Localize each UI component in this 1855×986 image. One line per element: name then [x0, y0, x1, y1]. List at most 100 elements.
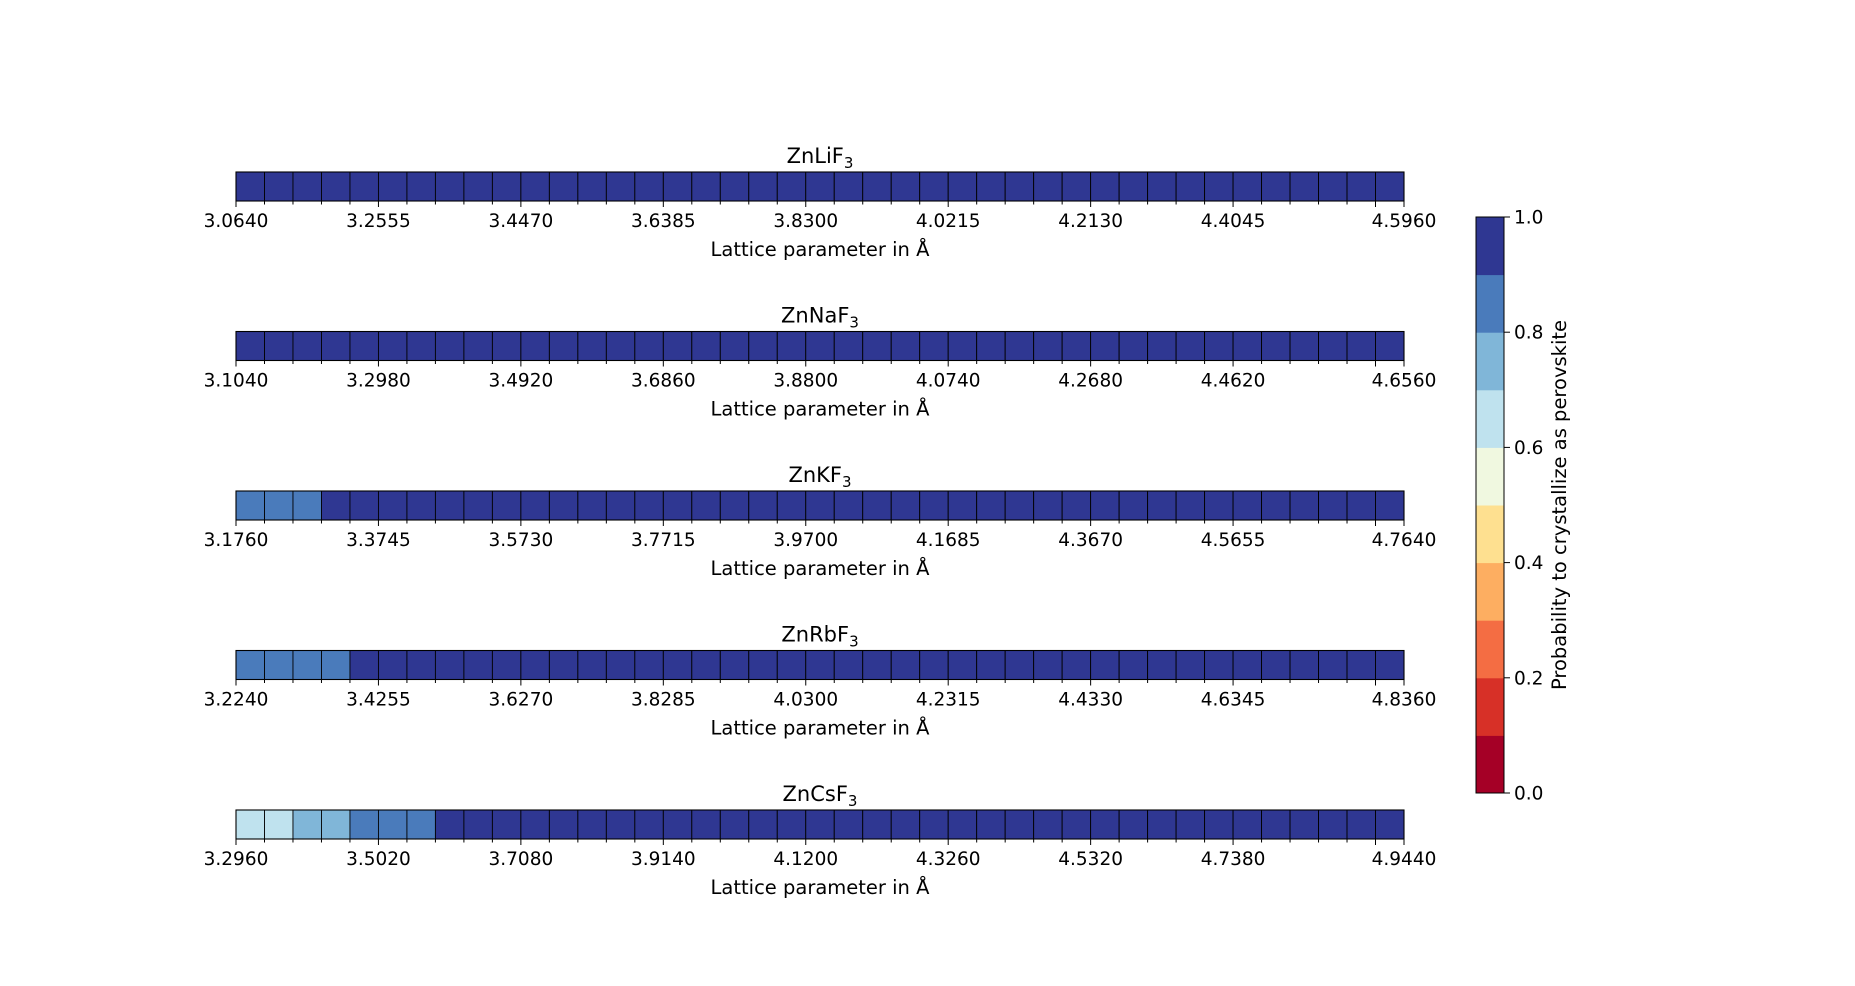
panel-title-subscript: 3	[849, 314, 859, 332]
heatmap-cell	[605, 171, 636, 202]
heatmap-cell	[264, 331, 294, 361]
colorbar-segment	[1476, 735, 1504, 794]
panel-title: ZnKF3	[788, 463, 851, 491]
heatmap-cell	[833, 171, 864, 202]
heatmap-cell	[548, 650, 579, 680]
heatmap-cell	[719, 490, 750, 521]
heatmap-cell	[377, 171, 408, 202]
heatmap-cell	[1118, 171, 1149, 202]
heatmap-cell	[292, 331, 322, 361]
heatmap-cell	[1004, 490, 1035, 521]
heatmap-cell	[264, 490, 294, 521]
heatmap-cell	[634, 331, 664, 361]
tick-label: 3.9700	[773, 530, 838, 551]
heatmap-cell	[548, 331, 579, 361]
panel-znkf3: ZnKF3 3.1760 3.3745 3.5730 3.7715 3.9700 4.168…	[204, 463, 1437, 580]
heatmap-cell	[1289, 809, 1319, 840]
heatmap-cell	[1175, 171, 1206, 202]
panel-title: ZnCsF3	[783, 782, 858, 810]
tick-label: 4.5655	[1201, 530, 1266, 551]
heatmap-cell	[520, 490, 550, 521]
colorbar-label: Probability to crystallize as perovskite	[1548, 320, 1571, 690]
heatmap-cell	[349, 809, 379, 840]
colorbar-tick-label: 0.8	[1514, 323, 1543, 344]
heatmap-cell	[605, 809, 636, 840]
heatmap-cell	[719, 331, 750, 361]
heatmap-cell	[491, 809, 522, 840]
heatmap-cell	[719, 809, 750, 840]
heatmap-cell	[1346, 171, 1376, 202]
heatmap-cell	[577, 331, 607, 361]
heatmap-cell	[748, 809, 778, 840]
heatmap-cell	[1090, 171, 1120, 202]
heatmap-cell	[919, 490, 949, 521]
tick-label: 3.4920	[489, 371, 554, 392]
heatmap-cell	[1033, 650, 1063, 680]
tick-label: 4.1685	[916, 530, 981, 551]
heatmap-cell	[491, 650, 522, 680]
tick-label: 3.7080	[489, 849, 554, 870]
heatmap-cell	[377, 331, 408, 361]
colorbar-segment	[1476, 332, 1504, 391]
heatmap-cell	[1204, 171, 1234, 202]
panel-title: ZnNaF3	[781, 304, 859, 332]
heatmap-cell	[406, 650, 436, 680]
panel-title-subscript: 3	[848, 792, 858, 810]
heatmap-cell	[1147, 171, 1177, 202]
tick-label: 3.0640	[204, 211, 269, 232]
heatmap-cell	[235, 650, 265, 680]
heatmap-cell	[292, 809, 322, 840]
panel-title-subscript: 3	[844, 154, 854, 172]
heatmap-cell	[235, 331, 265, 361]
heatmap-cell	[463, 171, 493, 202]
heatmap-cell	[406, 809, 436, 840]
heatmap-cell	[947, 331, 978, 361]
heatmap-cell	[1261, 171, 1291, 202]
heatmap-cell	[1289, 490, 1319, 521]
tick-label: 4.4620	[1201, 371, 1266, 392]
heatmap-cell	[1004, 809, 1035, 840]
heatmap-cell	[1318, 809, 1348, 840]
heatmap-cell	[321, 650, 351, 680]
heatmap-cell	[1204, 331, 1234, 361]
heatmap-cell	[577, 171, 607, 202]
heatmap-cell	[890, 809, 921, 840]
x-axis-label: Lattice parameter in Å	[711, 717, 931, 740]
heatmap-cell	[862, 490, 892, 521]
panel-frame	[235, 330, 1405, 362]
tick-label: 4.1200	[773, 849, 838, 870]
tick-label: 4.5320	[1058, 849, 1123, 870]
heatmap-cell	[1061, 650, 1092, 680]
heatmap-cell	[1261, 331, 1291, 361]
heatmap-cell	[691, 809, 721, 840]
heatmap-cell	[406, 171, 436, 202]
heatmap-cell	[1004, 650, 1035, 680]
heatmap-cell	[434, 650, 465, 680]
tick-label: 3.5730	[489, 530, 554, 551]
colorbar-segment	[1476, 217, 1504, 276]
panel-frame	[235, 809, 1405, 840]
heatmap-cell	[691, 331, 721, 361]
colorbar-tick-label: 0.4	[1514, 553, 1543, 574]
panel-znlif3: ZnLiF3 3.0640 3.2555 3.4470 3.6385 3.8300 4.02…	[204, 144, 1437, 261]
heatmap-cell	[890, 171, 921, 202]
heatmap-cell	[776, 490, 807, 521]
tick-label: 3.8800	[773, 371, 838, 392]
heatmap-cell	[434, 331, 465, 361]
panel-title-base: ZnCsF	[783, 782, 848, 806]
tick-label: 4.8360	[1372, 690, 1437, 711]
panel-title: ZnRbF3	[781, 623, 858, 651]
heatmap-cell	[235, 809, 265, 840]
heatmap-cell	[976, 331, 1006, 361]
tick-label: 4.6560	[1372, 371, 1437, 392]
heatmap-cell	[691, 650, 721, 680]
colorbar-segment	[1476, 505, 1504, 564]
heatmap-cell	[1318, 490, 1348, 521]
heatmap-cell	[862, 171, 892, 202]
heatmap-cell	[976, 490, 1006, 521]
heatmap-cell	[1147, 809, 1177, 840]
tick-label: 3.1040	[204, 371, 269, 392]
heatmap-cell	[434, 809, 465, 840]
tick-label: 4.2680	[1058, 371, 1123, 392]
tick-label: 3.6385	[631, 211, 696, 232]
